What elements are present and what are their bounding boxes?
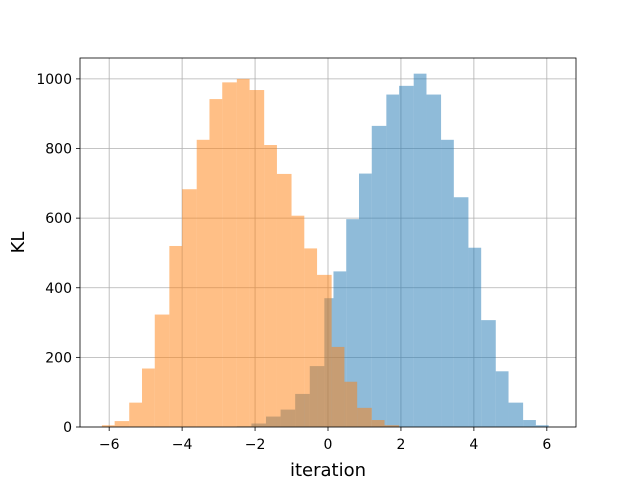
x-tick-label: 0	[324, 437, 333, 453]
histogram-bar-series-2	[209, 99, 223, 427]
y-tick-label: 1000	[36, 72, 72, 88]
histogram-bar-series-2	[331, 346, 345, 427]
histogram-bar-series-1	[399, 85, 414, 427]
histogram-bar-series-2	[182, 189, 197, 427]
x-tick-label: 4	[469, 437, 478, 453]
histogram-bar-series-2	[114, 421, 130, 427]
histogram-bar-series-2	[357, 407, 372, 427]
histogram-bar-series-1	[441, 139, 454, 427]
histogram-bar-series-2	[236, 78, 250, 428]
y-tick-label: 600	[45, 211, 72, 227]
histogram-bar-series-2	[317, 274, 332, 427]
histogram-bar-series-2	[129, 402, 142, 427]
histogram-bar-series-1	[359, 173, 372, 427]
histogram-bar-series-1	[535, 425, 549, 427]
histogram-bar-series-1	[508, 402, 524, 427]
histogram-bar-series-1	[468, 247, 482, 427]
histogram-bar-series-2	[249, 90, 265, 427]
histogram-bars	[101, 73, 549, 428]
histogram-bar-series-2	[196, 139, 210, 427]
x-axis-label: iteration	[290, 460, 366, 480]
histogram-bar-series-2	[101, 425, 115, 427]
x-tick-label: −2	[245, 437, 266, 453]
histogram-bar-series-1	[481, 320, 496, 427]
histogram-bar-series-1	[386, 94, 400, 428]
axis-ticks: −6 −4 −2 0 2 4 6 0 200 400 600 800 1000	[36, 72, 551, 453]
histogram-bar-series-2	[142, 368, 155, 427]
y-tick-label: 400	[45, 281, 72, 297]
x-tick-label: 2	[396, 437, 405, 453]
histogram-bar-series-2	[371, 420, 385, 427]
histogram-bar-series-1	[426, 94, 442, 428]
y-tick-label: 200	[45, 350, 72, 366]
histogram-bar-series-2	[291, 215, 305, 427]
histogram-bar-series-2	[304, 248, 318, 427]
histogram-bar-series-2	[169, 245, 183, 427]
histogram-bar-series-2	[154, 314, 170, 427]
histogram-bar-series-1	[413, 73, 427, 427]
histogram-bar-series-2	[276, 173, 292, 427]
x-tick-label: 6	[542, 437, 551, 453]
histogram-bar-series-1	[371, 125, 387, 427]
x-tick-label: −6	[99, 437, 120, 453]
histogram-bar-series-2	[264, 145, 277, 427]
histogram-bar-series-1	[453, 197, 469, 427]
x-tick-label: −4	[172, 437, 193, 453]
histogram-bar-series-2	[344, 381, 358, 427]
histogram-bar-series-1	[346, 219, 359, 427]
y-tick-label: 800	[45, 142, 72, 158]
histogram-bar-series-1	[523, 420, 536, 427]
histogram-bar-series-2	[222, 82, 237, 428]
y-tick-label: 0	[63, 420, 72, 436]
histogram-bar-series-1	[495, 371, 509, 427]
y-axis-label: KL	[8, 232, 29, 254]
histogram-bar-series-2	[384, 425, 400, 427]
